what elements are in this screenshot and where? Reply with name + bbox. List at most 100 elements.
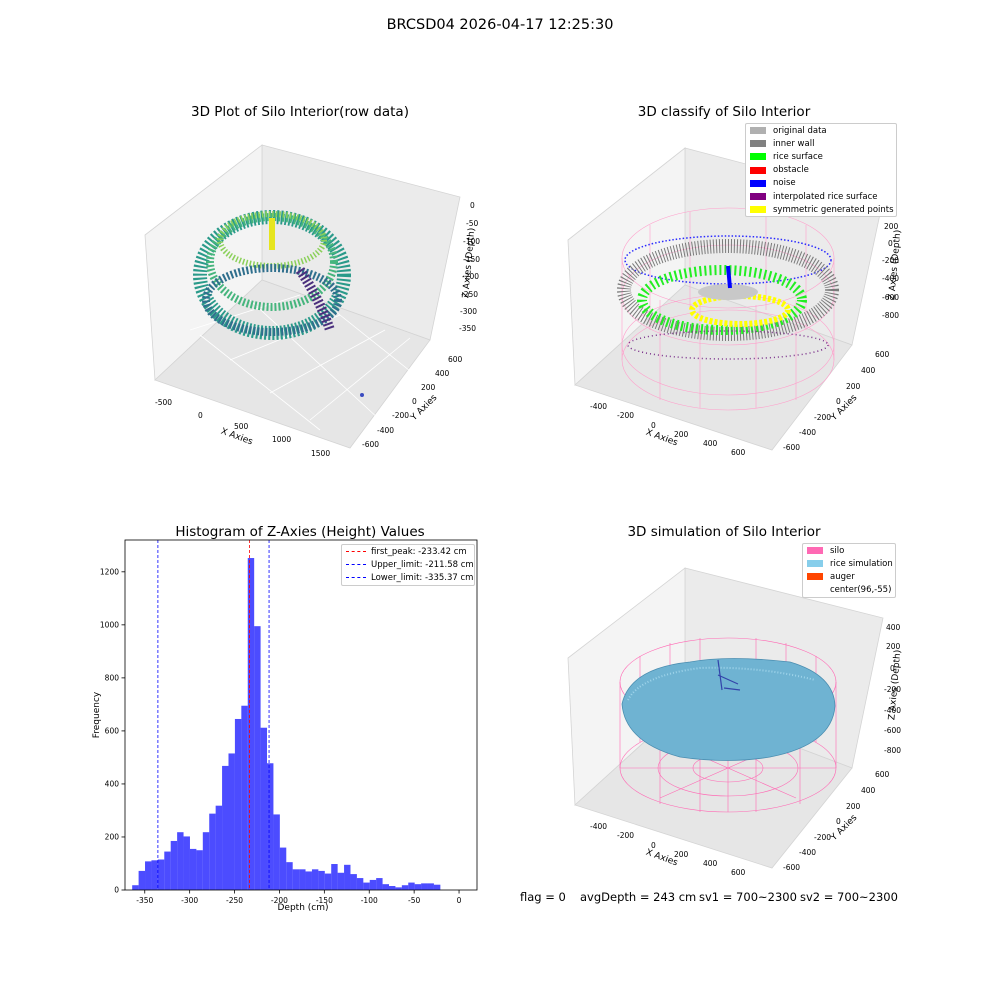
footer-sv1: sv1 = 700~2300 bbox=[699, 890, 797, 904]
histogram-bar bbox=[292, 869, 300, 890]
legend-swatch bbox=[807, 547, 823, 555]
simulation-xtick: 600 bbox=[731, 868, 746, 877]
histogram-bar bbox=[337, 872, 345, 890]
legend-label: symmetric generated points bbox=[773, 204, 894, 215]
classify-ztick: 0 bbox=[888, 239, 893, 248]
simulation-xtick: 0 bbox=[651, 841, 656, 850]
classify-ztick: -200 bbox=[882, 256, 900, 265]
figure-title: BRCSD04 2026-04-17 12:25:30 bbox=[386, 17, 614, 33]
simulation-plot-title: 3D simulation of Silo Interior bbox=[627, 524, 821, 540]
histogram-bar bbox=[273, 814, 280, 890]
raw-ztick: -350 bbox=[459, 324, 477, 333]
histogram-bar bbox=[376, 878, 383, 890]
legend-entry-rice-surface: rice surface bbox=[746, 150, 896, 163]
histogram-legend: first_peak: -233.42 cm Upper_limit: -211… bbox=[341, 544, 475, 586]
simulation-xtick: 200 bbox=[674, 850, 689, 859]
y-tick-label: 0 bbox=[114, 886, 119, 895]
raw-ztick: -200 bbox=[462, 272, 480, 281]
legend-entry-inner-wall: inner wall bbox=[746, 137, 896, 150]
classify-legend: original data inner wall rice surface ob… bbox=[745, 123, 897, 218]
legend-entry-noise: noise bbox=[746, 177, 896, 190]
histogram-bar bbox=[408, 882, 415, 890]
simulation-rice-surface bbox=[621, 658, 836, 761]
classify-ylabel: Y Axies bbox=[829, 392, 860, 424]
raw-ztick: -300 bbox=[460, 307, 478, 316]
legend-entry-interpolated: interpolated rice surface bbox=[746, 190, 896, 203]
legend-label: rice surface bbox=[773, 151, 823, 162]
x-tick-label: 0 bbox=[457, 896, 462, 905]
histogram-bar bbox=[421, 883, 428, 890]
hist-xlabel: Depth (cm) bbox=[277, 903, 329, 913]
classify-xtick: -200 bbox=[617, 411, 635, 420]
footer-avg-depth: avgDepth = 243 cm bbox=[580, 890, 697, 904]
simulation-ztick: 0 bbox=[890, 664, 895, 673]
histogram-bar bbox=[356, 878, 364, 890]
histogram-bar bbox=[215, 805, 223, 890]
histogram-bar bbox=[279, 847, 287, 890]
histogram-bar bbox=[164, 851, 171, 890]
histogram-bar bbox=[324, 873, 332, 890]
simulation-ytick: 400 bbox=[861, 786, 876, 795]
classify-plot-title: 3D classify of Silo Interior bbox=[637, 104, 811, 120]
classify-xtick: 600 bbox=[731, 448, 746, 457]
histogram-bar bbox=[254, 626, 261, 890]
histogram-bar bbox=[395, 887, 402, 890]
simulation-ztick: -400 bbox=[884, 706, 902, 715]
legend-label: obstacle bbox=[773, 165, 809, 176]
x-tick-label: -100 bbox=[361, 896, 378, 905]
histogram-bars bbox=[132, 558, 441, 890]
raw-ytick: 400 bbox=[435, 369, 450, 378]
histogram-bar bbox=[401, 885, 409, 890]
simulation-ztick: 200 bbox=[886, 642, 901, 651]
legend-swatch bbox=[750, 206, 766, 214]
simulation-ytick: 600 bbox=[875, 770, 890, 779]
legend-label: Lower_limit: -335.37 cm bbox=[371, 572, 474, 583]
hist-title: Histogram of Z-Axies (Height) Values bbox=[175, 524, 425, 540]
simulation-ytick: -600 bbox=[783, 863, 801, 872]
classify-ztick: -800 bbox=[882, 311, 900, 320]
legend-entry-auger: auger bbox=[803, 570, 895, 583]
raw-xtick: 0 bbox=[198, 411, 203, 420]
classify-ytick: 400 bbox=[861, 366, 876, 375]
classify-ztick: -400 bbox=[882, 274, 900, 283]
raw-ytick: 0 bbox=[412, 397, 417, 406]
histogram-bar bbox=[132, 885, 139, 890]
histogram-bar bbox=[350, 874, 357, 890]
histogram-reference-lines bbox=[157, 540, 270, 890]
histogram-bar bbox=[202, 832, 210, 890]
y-tick-label: 200 bbox=[105, 833, 120, 842]
histogram-bar bbox=[318, 870, 325, 890]
classify-ytick: 0 bbox=[836, 397, 841, 406]
histogram-bar bbox=[267, 763, 274, 890]
legend-entry-symmetric: symmetric generated points bbox=[746, 203, 896, 216]
simulation-ytick: 200 bbox=[846, 802, 861, 811]
classify-silo-wireframe bbox=[621, 207, 835, 411]
y-tick-label: 600 bbox=[105, 727, 120, 736]
legend-entry-rice-simulation: rice simulation bbox=[803, 557, 895, 570]
legend-swatch bbox=[750, 140, 766, 148]
footer-flag: flag = 0 bbox=[520, 890, 566, 904]
simulation-silo-wireframe bbox=[619, 637, 837, 813]
raw-ztick: -100 bbox=[463, 237, 481, 246]
simulation-ytick: -400 bbox=[799, 848, 817, 857]
legend-entry-obstacle: obstacle bbox=[746, 164, 896, 177]
raw-xtick: 1000 bbox=[272, 435, 292, 444]
legend-swatch bbox=[750, 179, 766, 187]
x-tick-label: -50 bbox=[408, 896, 420, 905]
legend-line bbox=[346, 551, 366, 553]
simulation-ytick: -200 bbox=[814, 833, 832, 842]
histogram-bar bbox=[286, 862, 293, 890]
legend-label: silo bbox=[830, 545, 845, 556]
simulation-xtick: -200 bbox=[617, 831, 635, 840]
classify-ztick: 200 bbox=[884, 222, 899, 231]
legend-swatch bbox=[807, 560, 823, 568]
y-tick-label: 1000 bbox=[100, 620, 119, 629]
raw-ytick: -400 bbox=[377, 426, 395, 435]
classify-points bbox=[617, 235, 839, 360]
simulation-xtick: -400 bbox=[590, 822, 608, 831]
simulation-legend: silo rice simulation auger center(96,-55… bbox=[802, 543, 896, 598]
raw-ztick: -250 bbox=[461, 290, 479, 299]
histogram-frame bbox=[124, 539, 478, 891]
raw-ztick: -50 bbox=[466, 219, 479, 228]
histogram-bar bbox=[369, 879, 377, 890]
